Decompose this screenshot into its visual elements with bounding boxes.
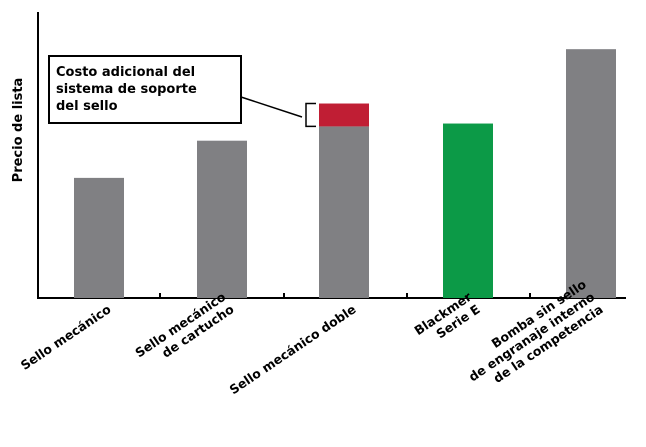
annotation-bracket (305, 102, 316, 128)
category-label-line: Sello mecánico doble (227, 301, 359, 397)
bar-marks (74, 49, 616, 299)
annotation-text-line: Costo adicional del (56, 65, 195, 80)
bar-segment-4-0 (566, 49, 616, 299)
category-label-line: Sello mecánico (18, 301, 114, 373)
category-label-line: de engranaje interno (466, 289, 598, 385)
bar-segment-0-0 (74, 177, 124, 298)
x-ticks (159, 293, 531, 298)
annotation-leader (240, 96, 303, 118)
bar-segment-3-0 (443, 123, 493, 298)
y-axis-title-group: Precio de lista (11, 78, 26, 183)
y-axis-title: Precio de lista (11, 78, 26, 183)
category-label-2: Sello mecánico doble (227, 301, 359, 397)
category-label-0: Sello mecánico (18, 301, 114, 373)
annotation-text-line: sistema de soporte (56, 82, 197, 97)
bar-segment-2-1 (319, 103, 369, 127)
annotation-callout: Costo adicional del sistema de soporte del… (48, 55, 316, 128)
annotation-box (48, 55, 242, 124)
bar-segment-1-0 (197, 140, 247, 298)
annotation-text-line: del sello (56, 99, 118, 114)
bar-segment-2-0 (319, 126, 369, 299)
